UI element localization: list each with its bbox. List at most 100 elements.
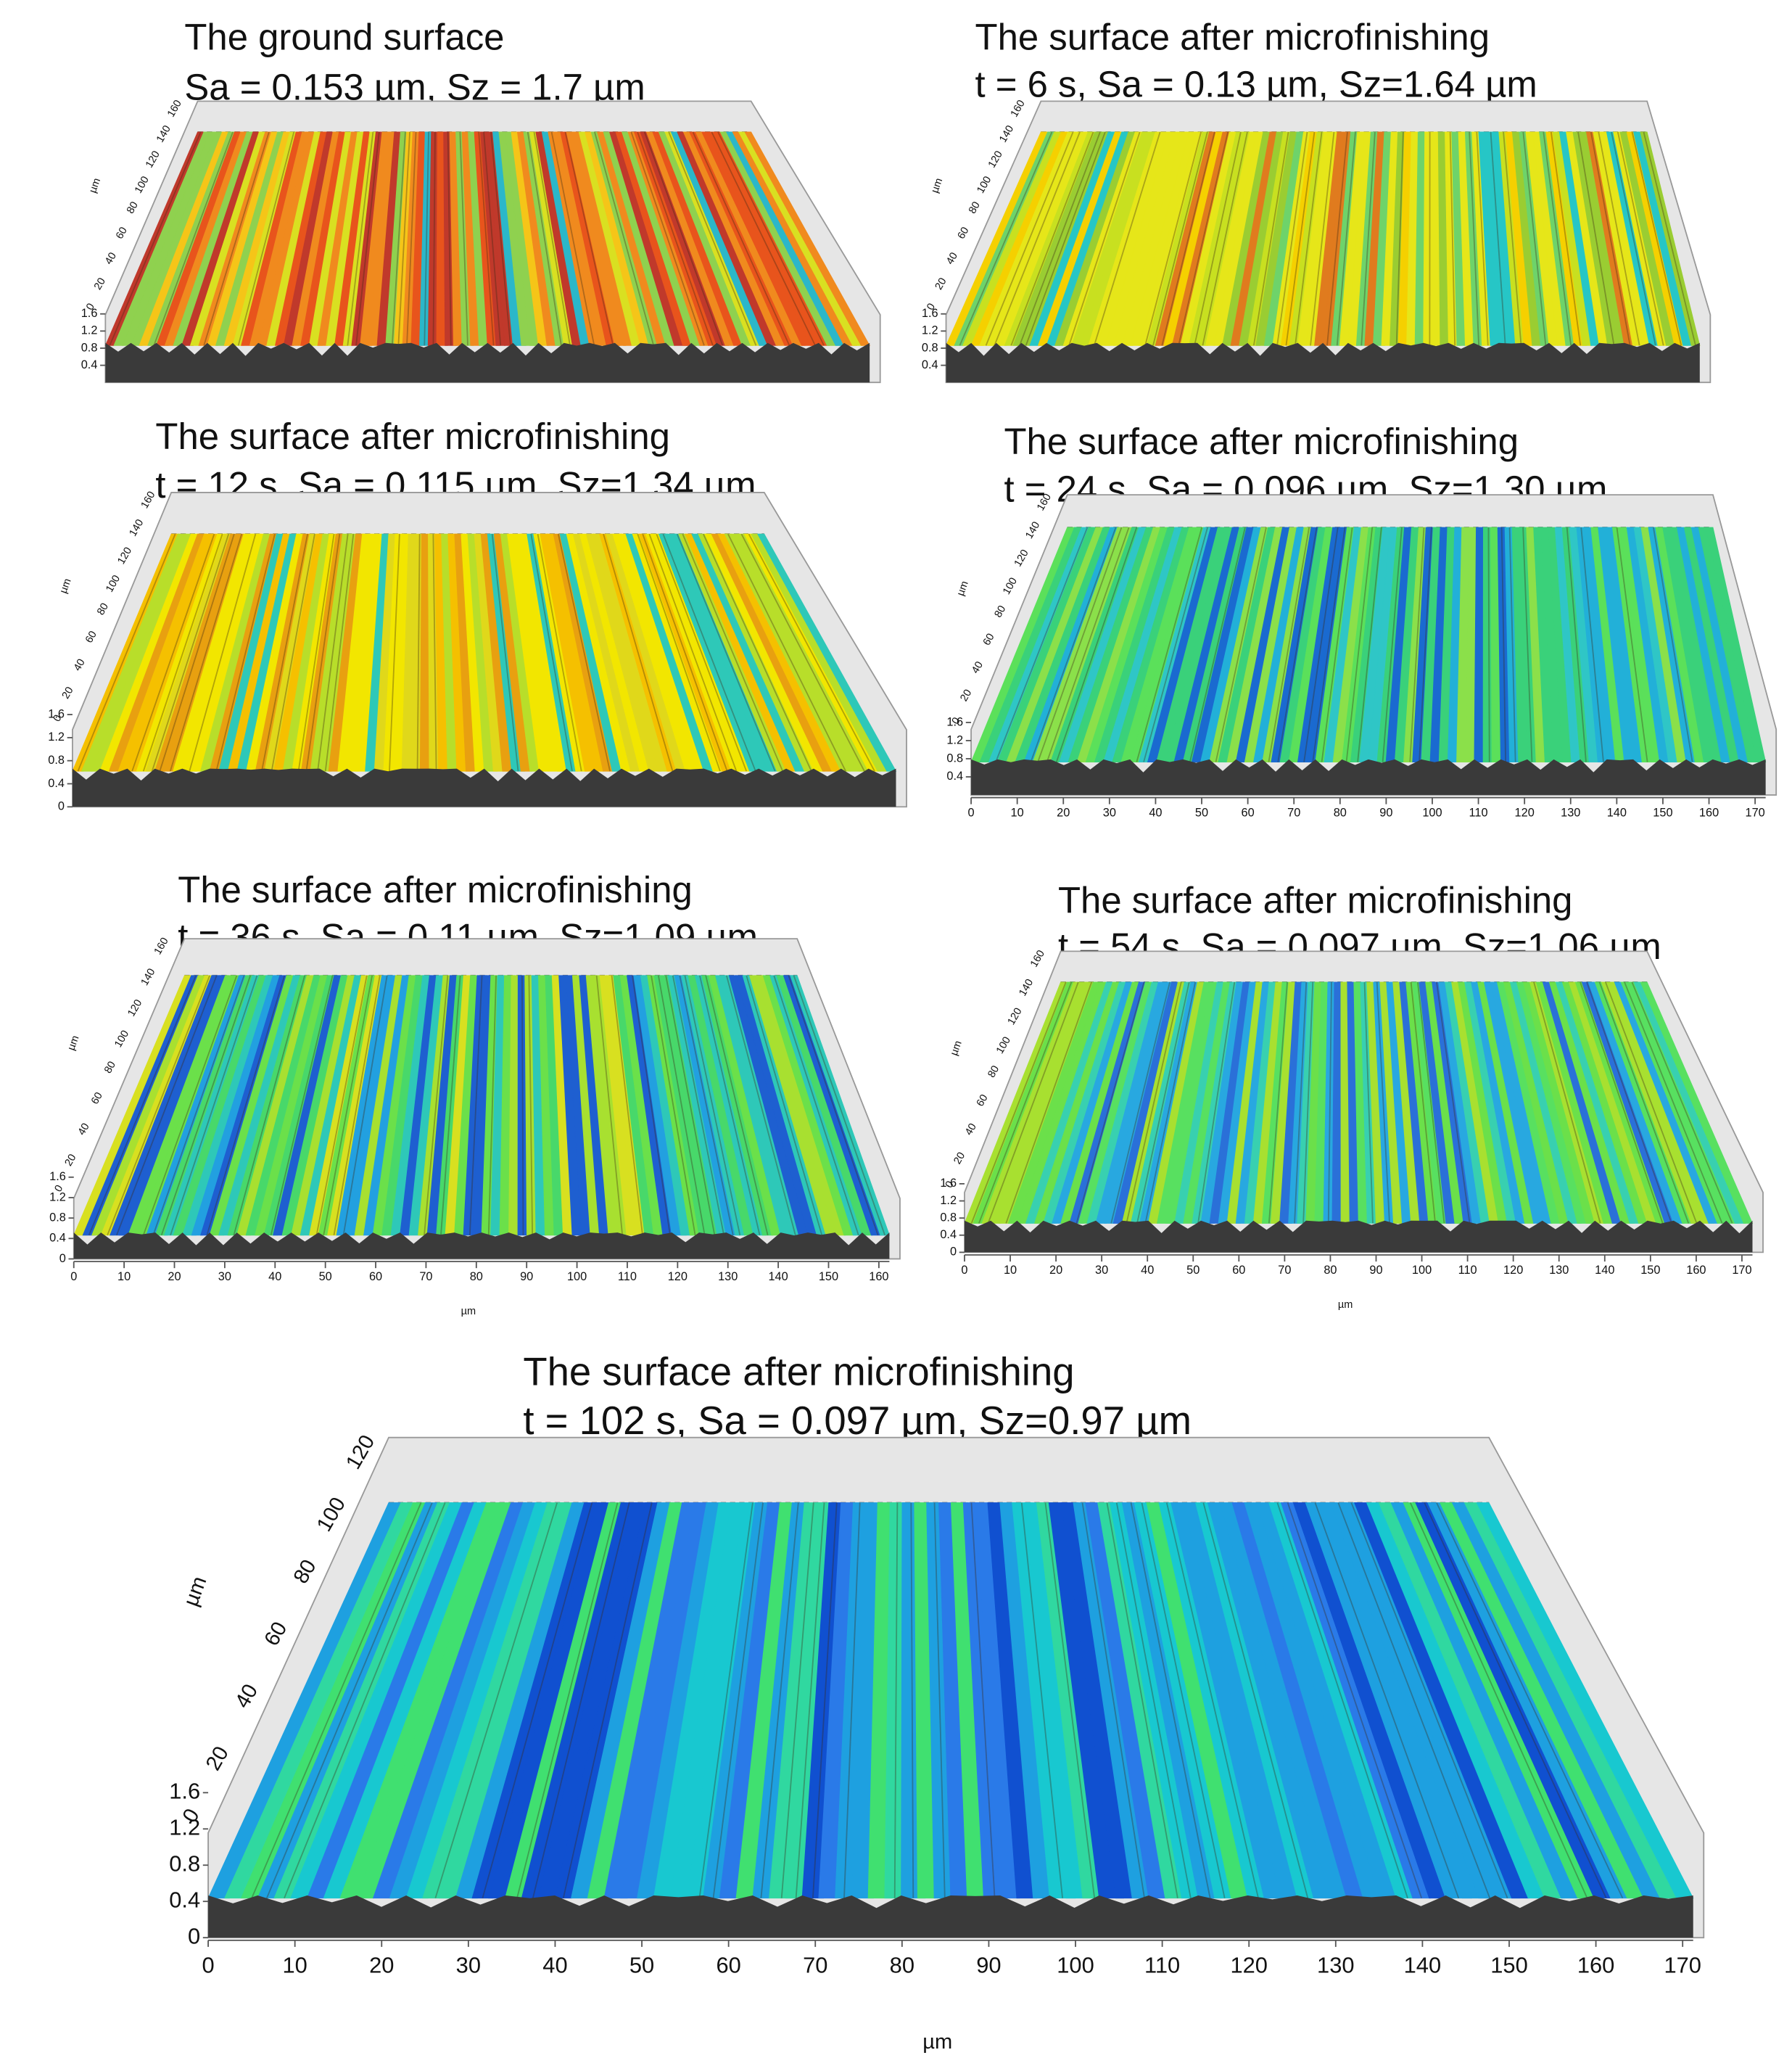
surface-panel: The surface after microfinishing t = 6 s,…: [922, 16, 1712, 384]
surface-groove: [389, 534, 400, 772]
depth-tick-label: 40: [970, 659, 986, 675]
depth-tick-label: 60: [956, 226, 972, 242]
x-tick-label: 120: [1515, 807, 1535, 820]
height-tick-label: 0.8: [946, 752, 963, 765]
surface-groove: [1336, 131, 1356, 346]
surface-groove: [342, 975, 388, 1235]
panel-title: t = 102 s, Sa = 0.097 µm, Sz=0.97 µm: [523, 1399, 1192, 1443]
surface-groove: [233, 975, 306, 1236]
surface-groove: [668, 131, 757, 346]
surface-groove: [1194, 131, 1242, 346]
surface-groove: [434, 1502, 558, 1898]
height-tick-label: 1.6: [169, 1778, 200, 1803]
x-tick-label: 130: [718, 1270, 738, 1283]
height-tick-label: 0.8: [49, 1211, 66, 1224]
x-tick-label: 110: [1458, 1264, 1477, 1277]
surface-groove: [1321, 527, 1353, 762]
surface-groove: [88, 975, 197, 1236]
surface-base: [72, 768, 896, 807]
surface-groove: [978, 981, 1073, 1224]
depth-tick-label: 80: [125, 199, 141, 215]
surface-groove: [324, 534, 355, 772]
surface-groove: [1550, 131, 1582, 346]
depth-tick-label: 60: [83, 629, 99, 645]
surface-groove: [773, 975, 859, 1236]
surface-groove: [1522, 527, 1533, 762]
surface-groove: [795, 1502, 825, 1898]
depth-tick-label: 80: [95, 601, 111, 617]
x-tick-label: 60: [716, 1952, 740, 1977]
surface-groove: [323, 975, 373, 1235]
surface-groove: [1106, 1502, 1178, 1898]
height-tick-label: 0.8: [922, 341, 938, 354]
x-tick-label: 120: [1503, 1264, 1523, 1277]
x-tick-label: 0: [961, 1264, 967, 1277]
surface-groove: [642, 533, 728, 772]
depth-tick-label: 160: [152, 936, 171, 957]
surface-groove: [1037, 527, 1123, 762]
surface-groove: [1268, 527, 1310, 762]
depth-tick-label: 20: [63, 1152, 79, 1168]
panel-title: The surface after microfinishing: [1004, 421, 1519, 462]
surface-groove: [1310, 131, 1335, 346]
surface-groove: [1115, 1502, 1192, 1898]
x-tick-label: 150: [1653, 807, 1672, 820]
surface-groove: [1126, 981, 1182, 1224]
surface-groove: [1055, 527, 1138, 762]
x-tick-label: 10: [1011, 807, 1024, 820]
depth-tick-label: 60: [975, 1092, 991, 1108]
height-tick-label: 1.6: [49, 1170, 66, 1183]
surface-groove: [151, 533, 230, 772]
surface-groove: [305, 534, 341, 772]
depth-tick-label: 100: [104, 573, 123, 594]
x-tick-label: 50: [1186, 1264, 1200, 1277]
surface-groove: [1202, 131, 1248, 346]
surface-groove: [1025, 131, 1106, 346]
surface-groove: [1202, 1502, 1309, 1898]
surface-groove: [468, 975, 483, 1235]
surface-groove: [1019, 131, 1101, 346]
surface-groove: [1416, 981, 1445, 1224]
surface-groove: [648, 533, 738, 772]
surface-groove: [1294, 981, 1308, 1224]
surface-groove: [1285, 131, 1316, 346]
x-tick-label: 140: [1607, 807, 1627, 820]
depth-tick-label: 140: [154, 123, 173, 144]
surface-groove: [717, 131, 825, 346]
height-tick-label: 0.8: [48, 754, 65, 767]
surface-groove: [491, 534, 519, 772]
depth-tick-label: 140: [997, 123, 1016, 144]
depth-tick-label: 120: [125, 997, 144, 1018]
surface-groove: [107, 975, 211, 1236]
surface-groove: [1136, 527, 1203, 762]
depth-axis-label: µm: [929, 177, 945, 195]
x-tick-label: 160: [869, 1270, 888, 1283]
surface-groove: [1605, 981, 1698, 1224]
depth-tick-label: 100: [313, 1494, 350, 1536]
surface-groove: [1382, 527, 1403, 762]
surface-groove: [1543, 131, 1572, 346]
surface-groove: [1424, 1502, 1607, 1899]
depth-tick-label: 40: [103, 251, 119, 267]
surface-base: [73, 1232, 890, 1259]
surface-groove: [1580, 981, 1664, 1224]
depth-tick-label: 80: [102, 1060, 118, 1076]
surface-groove: [1395, 131, 1404, 346]
x-tick-label: 80: [890, 1952, 914, 1977]
surface-groove: [266, 1502, 433, 1899]
x-tick-label: 90: [1369, 1264, 1382, 1277]
surface-groove: [317, 534, 349, 772]
surface-groove: [1068, 131, 1141, 346]
surface-groove: [1005, 981, 1093, 1224]
surface-groove: [1277, 527, 1318, 762]
surface-groove: [1178, 131, 1229, 346]
surface-groove: [1327, 981, 1332, 1224]
surface-groove: [1010, 131, 1094, 346]
surface-groove: [215, 533, 276, 772]
panel-title: The surface after microfinishing: [178, 869, 693, 910]
surface-groove: [1268, 981, 1288, 1224]
surface-groove: [1631, 131, 1682, 346]
surface-groove: [206, 975, 286, 1236]
surface-groove: [530, 534, 573, 772]
